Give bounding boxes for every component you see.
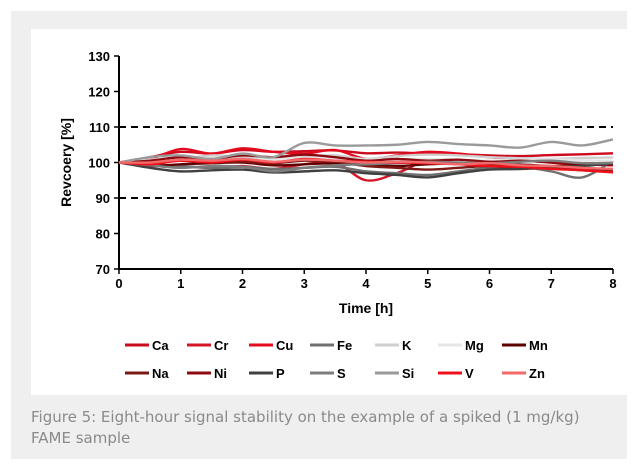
legend-label-ca: Ca xyxy=(152,338,169,353)
series-line-si xyxy=(118,138,614,164)
y-tick-label-120: 120 xyxy=(88,85,110,100)
x-tick-label-8: 8 xyxy=(609,276,616,291)
x-axis-title: Time [h] xyxy=(339,300,393,316)
legend-label-cu: Cu xyxy=(276,338,293,353)
legend-label-ni: Ni xyxy=(214,366,227,381)
legend-label-mg: Mg xyxy=(465,338,484,353)
series-line-s xyxy=(118,159,614,173)
legend-label-zn: Zn xyxy=(529,366,545,381)
y-tick-label-90: 90 xyxy=(96,191,110,206)
x-tick-label-3: 3 xyxy=(301,276,308,291)
y-tick-label-70: 70 xyxy=(96,262,110,277)
x-tick-label-4: 4 xyxy=(362,276,370,291)
series-line-zn xyxy=(118,157,614,171)
x-tick-label-5: 5 xyxy=(424,276,431,291)
y-tick-label-110: 110 xyxy=(89,120,110,135)
x-tick-label-7: 7 xyxy=(548,276,555,291)
legend-label-p: P xyxy=(276,366,285,381)
y-tick-label-130: 130 xyxy=(88,49,110,64)
line-chart: 70 80 90 100 110 120 130 0 1 2 3 4 5 6 7 8 Time [h] Revco… xyxy=(58,49,617,381)
figure-caption: Figure 5: Eight-hour signal stability on… xyxy=(31,408,580,447)
legend-label-k: K xyxy=(402,338,412,353)
y-tick-label-100: 100 xyxy=(88,156,110,171)
x-tick-label-1: 1 xyxy=(177,276,184,291)
figure-frame: 70 80 90 100 110 120 130 0 1 2 3 4 5 6 7 8 Time [h] Revco… xyxy=(11,11,627,459)
legend-label-na: Na xyxy=(152,366,169,381)
x-tick-label-2: 2 xyxy=(239,276,246,291)
legend-label-mn: Mn xyxy=(529,338,548,353)
legend-label-fe: Fe xyxy=(337,338,352,353)
x-tick-label-6: 6 xyxy=(486,276,493,291)
legend-label-s: S xyxy=(337,366,346,381)
legend-label-si: Si xyxy=(402,366,414,381)
y-axis-title: Revcoery [%] xyxy=(58,118,74,207)
legend-label-cr: Cr xyxy=(214,338,228,353)
legend-label-v: V xyxy=(465,366,474,381)
chart-card: 70 80 90 100 110 120 130 0 1 2 3 4 5 6 7 8 Time [h] Revco… xyxy=(31,29,627,395)
y-tick-label-80: 80 xyxy=(96,227,110,242)
x-tick-label-0: 0 xyxy=(115,276,122,291)
